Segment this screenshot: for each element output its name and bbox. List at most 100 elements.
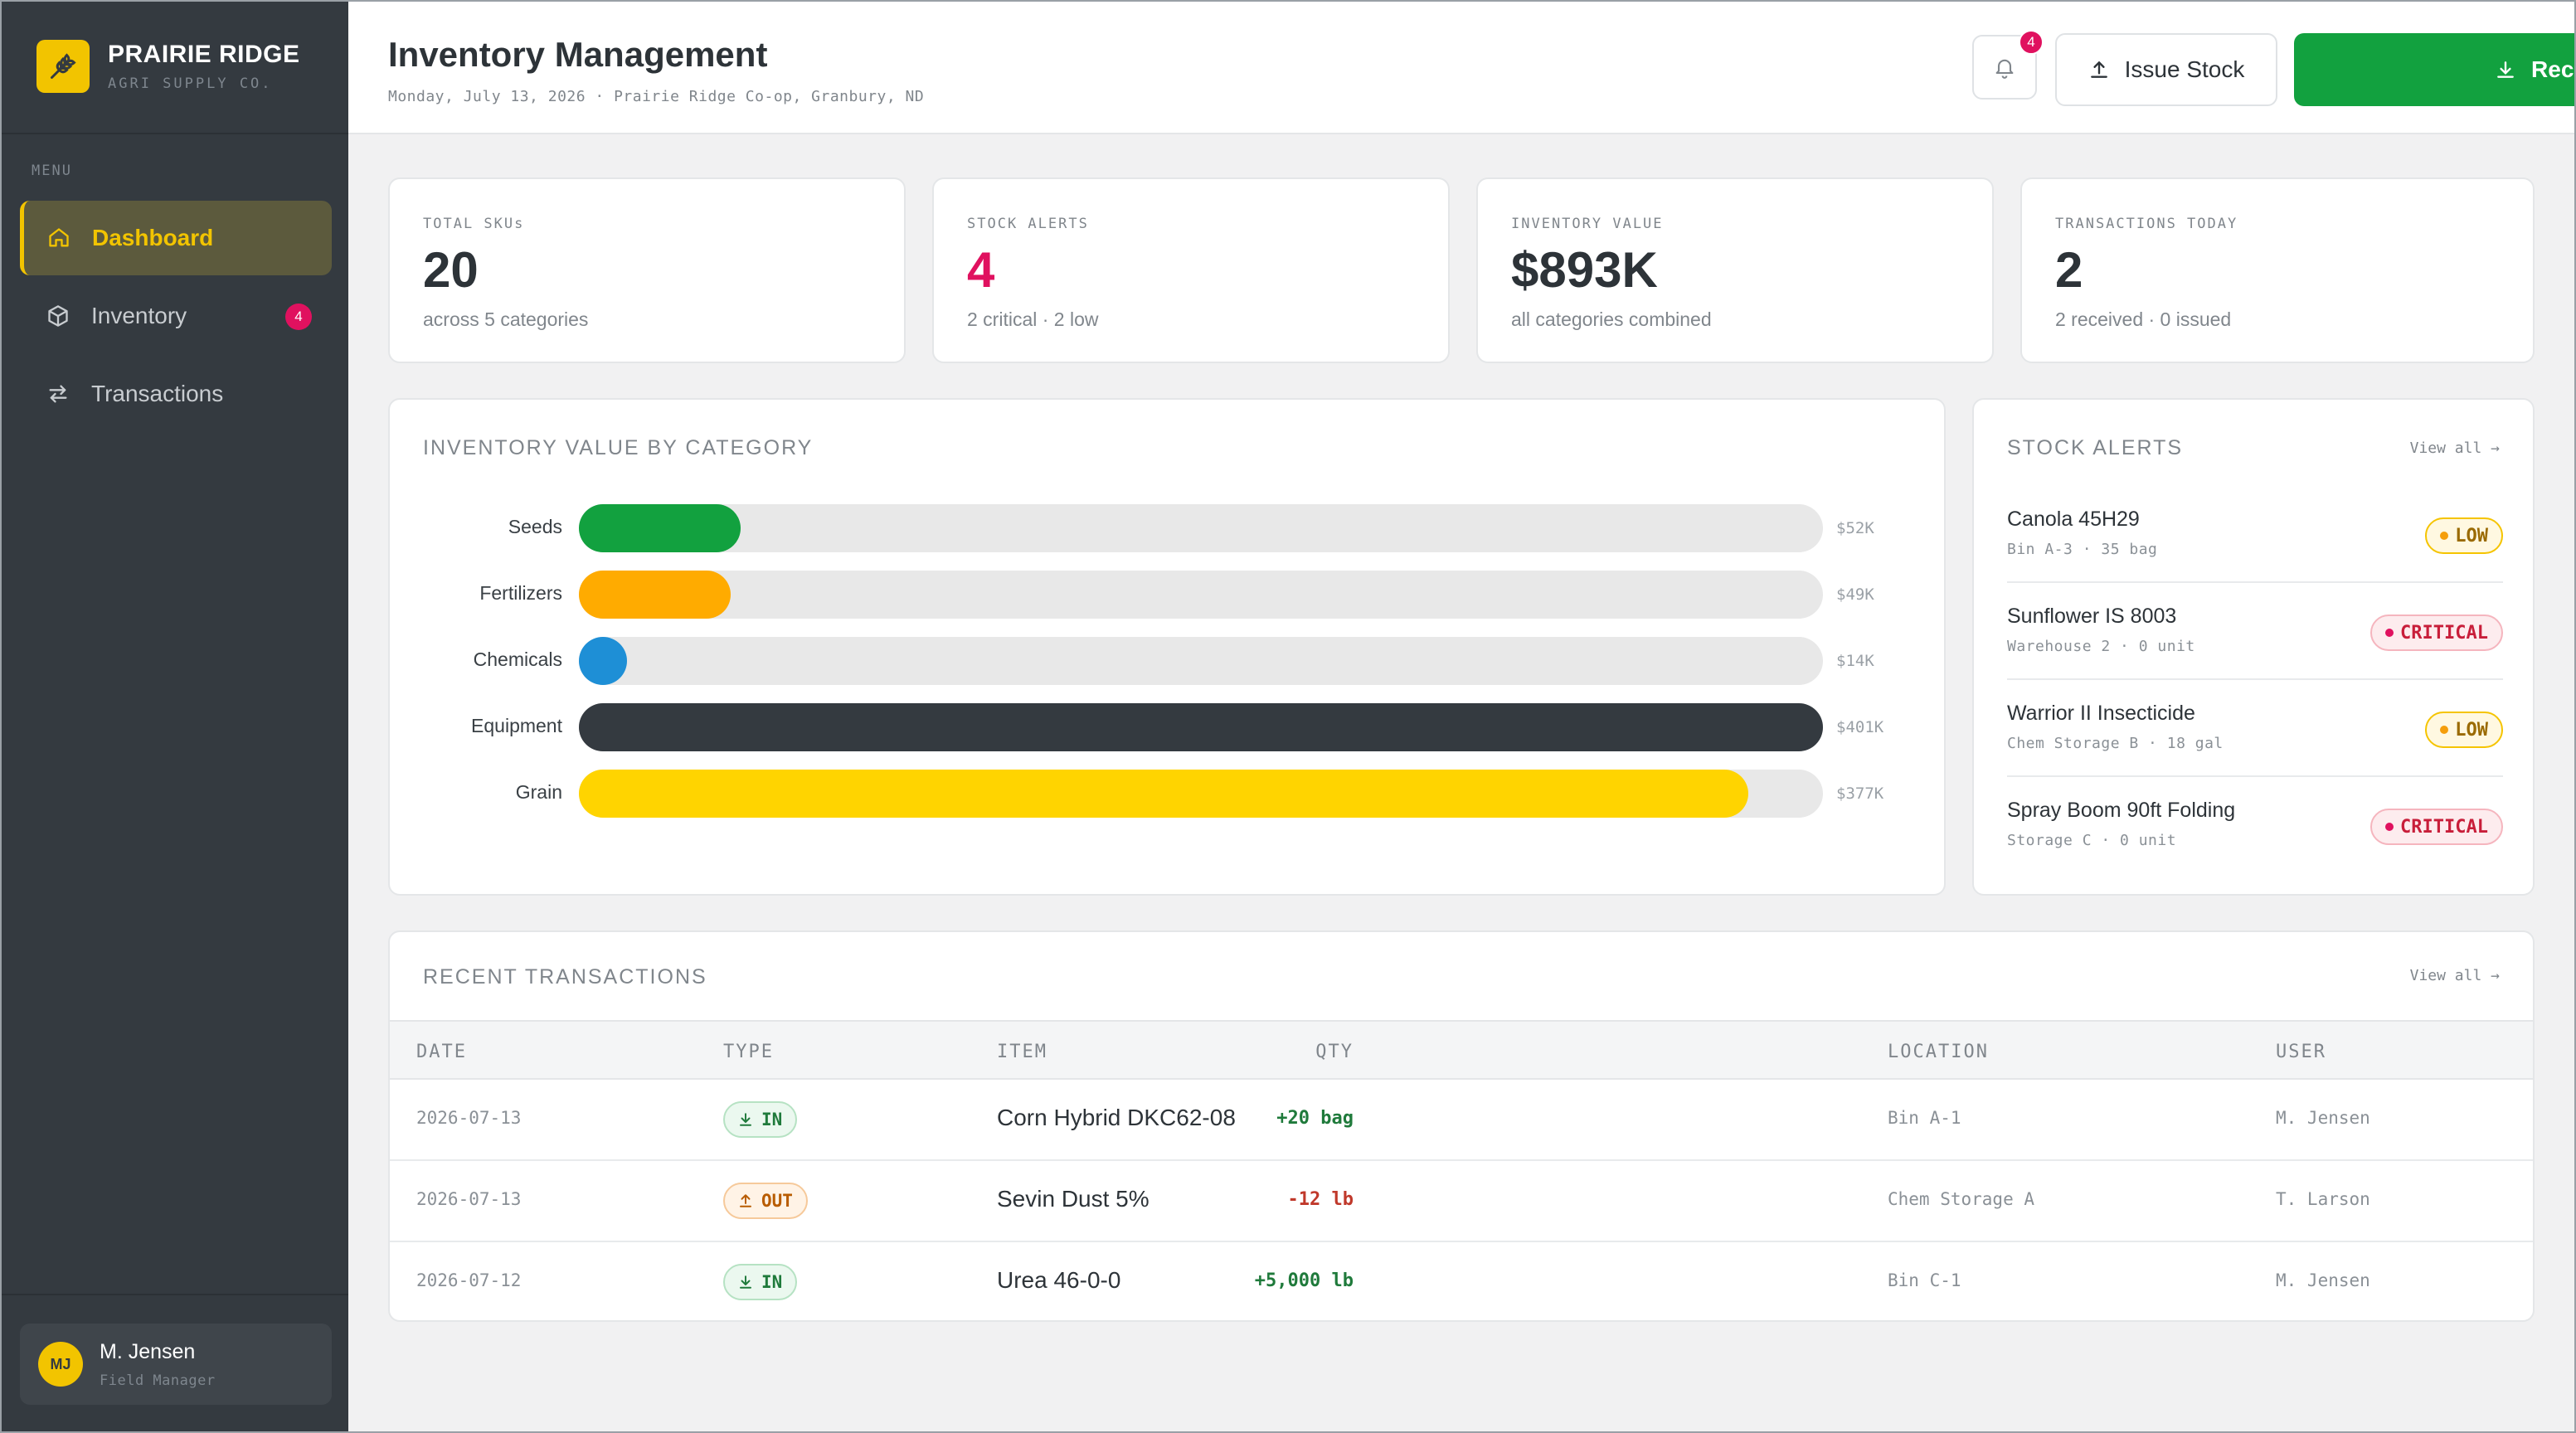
arrow-down-icon bbox=[738, 1112, 753, 1127]
view-all-transactions-link[interactable]: View all → bbox=[2409, 967, 2500, 984]
category-value-label: $14K bbox=[1836, 652, 1874, 670]
download-icon bbox=[2495, 59, 2516, 80]
type-badge: OUT bbox=[723, 1183, 808, 1219]
alert-item-location: Bin A-3 · 35 bag bbox=[2007, 541, 2158, 558]
alert-item-name: Warrior II Insecticide bbox=[2007, 702, 2195, 725]
table-row[interactable]: 2026-07-12 IN Urea 46-0-0 +5,000 lb Bin … bbox=[390, 1242, 2533, 1320]
category-bar-fill bbox=[579, 571, 731, 619]
stat-subtext: 2 critical · 2 low bbox=[967, 308, 1099, 330]
type-label: OUT bbox=[761, 1191, 793, 1211]
table-header: DATE TYPE ITEM QTY LOCATION USER bbox=[390, 1020, 2533, 1080]
issue-stock-button[interactable]: Issue Stock bbox=[2055, 33, 2277, 106]
stat-card-inventory-value: INVENTORY VALUE $893K all categories com… bbox=[1476, 177, 1994, 363]
cell-user: M. Jensen bbox=[2276, 1108, 2370, 1128]
category-bar-track bbox=[579, 637, 1823, 685]
cell-location: Bin C-1 bbox=[1888, 1270, 1961, 1290]
cell-date: 2026-07-13 bbox=[416, 1189, 522, 1209]
arrow-down-icon bbox=[738, 1275, 753, 1290]
status-badge: LOW bbox=[2425, 517, 2503, 554]
user-role: Field Manager bbox=[100, 1372, 216, 1389]
alert-item-location: Chem Storage B · 18 gal bbox=[2007, 735, 2224, 752]
alert-item[interactable]: Sunflower IS 8003 Warehouse 2 · 0 unit C… bbox=[2007, 583, 2503, 680]
page-header: Inventory Management Monday, July 13, 20… bbox=[348, 2, 2574, 134]
category-bar-fill bbox=[579, 637, 627, 685]
stat-label: STOCK ALERTS bbox=[967, 216, 1089, 232]
sidebar-item-inventory[interactable]: Inventory 4 bbox=[20, 279, 332, 353]
column-header-type[interactable]: TYPE bbox=[723, 1042, 774, 1062]
sidebar-item-transactions[interactable]: Transactions bbox=[20, 357, 332, 431]
column-header-qty[interactable]: QTY bbox=[1315, 1042, 1354, 1062]
column-header-item[interactable]: ITEM bbox=[997, 1042, 1047, 1062]
category-bar-row: Fertilizers $49K bbox=[390, 571, 1944, 619]
alert-item-name: Sunflower IS 8003 bbox=[2007, 605, 2177, 628]
status-badge: CRITICAL bbox=[2370, 614, 2503, 651]
category-bar-track bbox=[579, 770, 1823, 818]
type-badge: IN bbox=[723, 1264, 798, 1300]
category-bar-row: Chemicals $14K bbox=[390, 637, 1944, 685]
category-label: Grain bbox=[515, 781, 562, 803]
status-text: LOW bbox=[2455, 719, 2488, 741]
status-badge: CRITICAL bbox=[2370, 809, 2503, 845]
type-label: IN bbox=[761, 1272, 783, 1292]
notifications-button[interactable]: 4 bbox=[1972, 30, 2044, 100]
bell-icon bbox=[1993, 56, 2016, 79]
status-text: LOW bbox=[2455, 525, 2488, 546]
category-bar-fill bbox=[579, 504, 741, 552]
panel-title: RECENT TRANSACTIONS bbox=[423, 965, 707, 989]
upload-icon bbox=[2088, 59, 2110, 80]
home-icon bbox=[46, 225, 72, 251]
stat-card-transactions-today: TRANSACTIONS TODAY 2 2 received · 0 issu… bbox=[2020, 177, 2535, 363]
category-value-label: $401K bbox=[1836, 718, 1884, 736]
divider bbox=[2, 133, 348, 134]
type-badge: IN bbox=[723, 1101, 798, 1138]
column-header-date[interactable]: DATE bbox=[416, 1042, 467, 1062]
issue-stock-label: Issue Stock bbox=[2124, 56, 2245, 82]
category-bar-track bbox=[579, 571, 1823, 619]
stat-subtext: 2 received · 0 issued bbox=[2055, 308, 2232, 330]
category-bar-track bbox=[579, 504, 1823, 552]
cell-item: Corn Hybrid DKC62-08 bbox=[997, 1105, 1236, 1130]
column-header-user[interactable]: USER bbox=[2276, 1042, 2326, 1062]
cell-qty: -12 lb bbox=[1287, 1189, 1354, 1210]
receive-stock-button[interactable]: Receive Stock bbox=[2294, 33, 2574, 106]
inventory-count-badge: 4 bbox=[285, 304, 312, 330]
category-label: Chemicals bbox=[473, 648, 562, 670]
alert-item-location: Warehouse 2 · 0 unit bbox=[2007, 638, 2195, 655]
table-row[interactable]: 2026-07-13 OUT Sevin Dust 5% -12 lb Chem… bbox=[390, 1161, 2533, 1242]
box-icon bbox=[45, 303, 71, 329]
category-value-label: $377K bbox=[1836, 785, 1884, 803]
sidebar-item-label: Inventory bbox=[91, 303, 187, 328]
category-value-label: $49K bbox=[1836, 585, 1874, 604]
category-bar-track bbox=[579, 703, 1823, 751]
alert-item[interactable]: Warrior II Insecticide Chem Storage B · … bbox=[2007, 680, 2503, 777]
receive-stock-label: Receive Stock bbox=[2531, 56, 2574, 82]
page-title: Inventory Management bbox=[388, 35, 768, 74]
view-all-alerts-link[interactable]: View all → bbox=[2409, 440, 2500, 457]
wheat-logo-icon bbox=[36, 40, 90, 93]
notification-count-badge: 4 bbox=[2019, 30, 2044, 55]
column-header-location[interactable]: LOCATION bbox=[1888, 1042, 1989, 1062]
status-text: CRITICAL bbox=[2400, 816, 2488, 838]
brand-subtitle: AGRI SUPPLY CO. bbox=[108, 75, 273, 92]
stat-label: INVENTORY VALUE bbox=[1511, 216, 1664, 232]
sidebar-item-label: Dashboard bbox=[92, 225, 214, 250]
category-bar-row: Equipment $401K bbox=[390, 703, 1944, 751]
cell-item: Urea 46-0-0 bbox=[997, 1267, 1121, 1293]
category-bar-row: Grain $377K bbox=[390, 770, 1944, 818]
cell-location: Chem Storage A bbox=[1888, 1189, 2035, 1209]
sidebar: PRAIRIE RIDGE AGRI SUPPLY CO. MENU Dashb… bbox=[2, 2, 348, 1431]
sidebar-item-dashboard[interactable]: Dashboard bbox=[20, 201, 332, 275]
table-row[interactable]: 2026-07-13 IN Corn Hybrid DKC62-08 +20 b… bbox=[390, 1080, 2533, 1161]
brand[interactable]: PRAIRIE RIDGE AGRI SUPPLY CO. bbox=[36, 40, 300, 93]
category-bar-row: Seeds $52K bbox=[390, 504, 1944, 552]
user-name: M. Jensen bbox=[100, 1339, 196, 1363]
alert-item[interactable]: Canola 45H29 Bin A-3 · 35 bag LOW bbox=[2007, 486, 2503, 583]
alert-item[interactable]: Spray Boom 90ft Folding Storage C · 0 un… bbox=[2007, 777, 2503, 874]
cell-date: 2026-07-12 bbox=[416, 1270, 522, 1290]
alert-item-name: Canola 45H29 bbox=[2007, 508, 2140, 531]
sidebar-item-label: Transactions bbox=[91, 381, 224, 406]
arrow-up-icon bbox=[738, 1193, 753, 1208]
user-profile[interactable]: MJ M. Jensen Field Manager bbox=[20, 1324, 332, 1405]
category-bar-fill bbox=[579, 770, 1748, 818]
